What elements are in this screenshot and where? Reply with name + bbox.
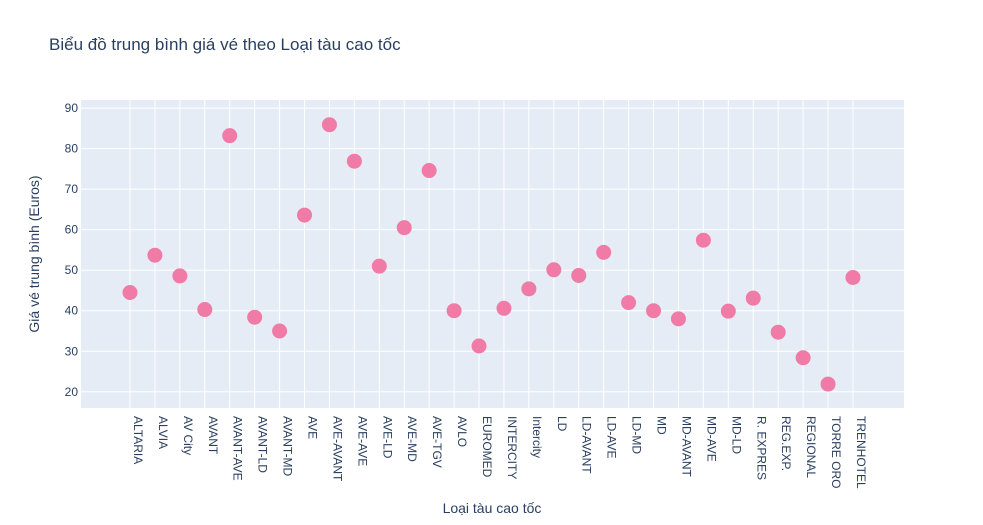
x-tick-label: LD bbox=[555, 416, 569, 432]
x-tick-label: MD-AVANT bbox=[679, 416, 693, 478]
x-tick-label: ALTARIA bbox=[131, 416, 145, 464]
data-point[interactable] bbox=[421, 163, 437, 179]
x-tick-label: EUROMED bbox=[480, 416, 494, 478]
plot-area bbox=[81, 100, 904, 408]
x-tick-label: AVANT bbox=[206, 416, 220, 455]
x-tick-label: TORRE ORO bbox=[829, 416, 843, 488]
x-tick-label: AVE-MD bbox=[405, 416, 419, 462]
data-point[interactable] bbox=[321, 117, 337, 133]
data-point[interactable] bbox=[147, 247, 163, 263]
y-gridlines bbox=[81, 107, 904, 393]
data-point[interactable] bbox=[795, 350, 811, 366]
data-point[interactable] bbox=[396, 220, 412, 236]
data-point[interactable] bbox=[720, 303, 736, 319]
y-tick-label: 20 bbox=[65, 385, 79, 399]
x-tick-label: MD-AVE bbox=[704, 416, 718, 462]
x-axis-label: Loại tàu cao tốc bbox=[443, 500, 542, 516]
data-point[interactable] bbox=[172, 268, 188, 284]
x-tick-label: LD-AVE bbox=[605, 416, 619, 458]
y-tick-label: 70 bbox=[65, 182, 79, 196]
data-point[interactable] bbox=[571, 267, 587, 283]
data-point[interactable] bbox=[496, 300, 512, 316]
data-point[interactable] bbox=[346, 153, 362, 169]
x-tick-label: LD-MD bbox=[630, 416, 644, 454]
data-point[interactable] bbox=[770, 324, 786, 340]
x-tick-label: AVE-TGV bbox=[430, 416, 444, 468]
x-tick-label: TRENHOTEL bbox=[854, 416, 868, 489]
data-point[interactable] bbox=[471, 338, 487, 354]
data-point[interactable] bbox=[596, 244, 612, 260]
y-tick-label: 90 bbox=[65, 101, 79, 115]
x-tick-label: INTERCITY bbox=[505, 416, 519, 479]
data-point[interactable] bbox=[446, 303, 462, 319]
data-point[interactable] bbox=[521, 281, 537, 297]
y-tick-label: 40 bbox=[65, 304, 79, 318]
data-point[interactable] bbox=[670, 311, 686, 327]
data-point[interactable] bbox=[820, 376, 836, 392]
x-tick-label: AV City bbox=[181, 416, 195, 455]
y-tick-label: 60 bbox=[65, 223, 79, 237]
data-point[interactable] bbox=[845, 270, 861, 286]
x-tick-label: R. EXPRES bbox=[754, 416, 768, 480]
y-tick-labels: 20 30 40 50 60 70 80 90 bbox=[65, 101, 79, 399]
x-tick-label: AVE-LD bbox=[380, 416, 394, 459]
data-point[interactable] bbox=[272, 323, 288, 339]
data-point[interactable] bbox=[197, 302, 213, 318]
x-tick-label: AVE bbox=[306, 416, 320, 439]
y-axis-label: Giá vé trung bình (Euros) bbox=[26, 175, 42, 332]
data-point[interactable] bbox=[546, 262, 562, 278]
chart-title: Biểu đồ trung bình giá vé theo Loại tàu … bbox=[49, 35, 401, 54]
y-tick-label: 50 bbox=[65, 263, 79, 277]
y-tick-label: 80 bbox=[65, 142, 79, 156]
data-point[interactable] bbox=[621, 295, 637, 311]
x-tick-label: AVANT-MD bbox=[281, 416, 295, 477]
x-tick-label: AVANT-LD bbox=[256, 416, 270, 473]
x-tick-label: AVANT-AVE bbox=[231, 416, 245, 481]
data-point[interactable] bbox=[745, 290, 761, 306]
x-tick-labels: ALTARIA ALVIA AV City AVANT AVANT-AVE AVANT-L… bbox=[131, 416, 868, 489]
y-tick-label: 30 bbox=[65, 344, 79, 358]
data-point[interactable] bbox=[247, 309, 263, 325]
data-points bbox=[122, 117, 861, 392]
x-tick-label: ALVIA bbox=[156, 416, 170, 449]
data-point[interactable] bbox=[222, 128, 238, 144]
x-tick-label: LD-AVANT bbox=[580, 416, 594, 474]
x-tick-label: MD bbox=[655, 416, 669, 435]
x-tick-label: Intercity bbox=[530, 416, 544, 458]
x-tick-label: AVLO bbox=[455, 416, 469, 447]
x-tick-label: MD-LD bbox=[729, 416, 743, 454]
x-tick-label: REGIONAL bbox=[804, 416, 818, 478]
data-point[interactable] bbox=[371, 258, 387, 274]
x-tick-label: REG.EXP. bbox=[779, 416, 793, 471]
data-point[interactable] bbox=[297, 207, 313, 223]
data-point[interactable] bbox=[122, 285, 138, 300]
x-tick-label: AVE-AVE bbox=[355, 416, 369, 466]
data-point[interactable] bbox=[646, 303, 662, 319]
x-tick-label: AVE-AVANT bbox=[330, 416, 344, 482]
data-point[interactable] bbox=[695, 232, 711, 248]
